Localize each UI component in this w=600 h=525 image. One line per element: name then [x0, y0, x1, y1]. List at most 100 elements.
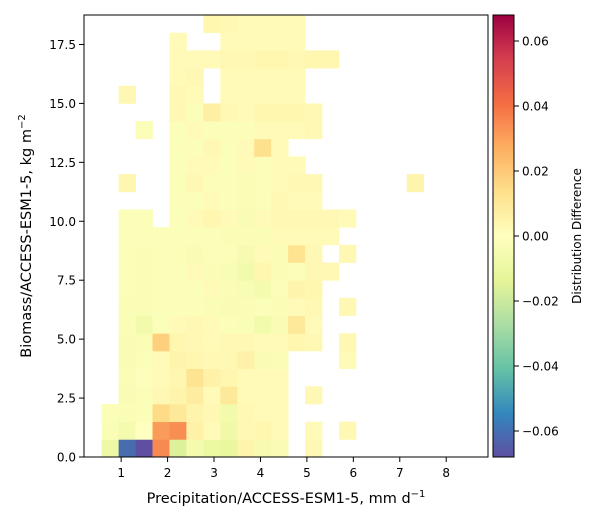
heatmap-cell: [288, 156, 306, 175]
heatmap-cell: [186, 315, 204, 334]
heatmap-cell: [186, 209, 204, 228]
heatmap-cell: [237, 280, 255, 299]
heatmap-cell: [220, 68, 238, 87]
heatmap-cell: [186, 85, 204, 104]
plot-frame: [83, 14, 489, 458]
heatmap-cell: [305, 121, 323, 140]
heatmap-cell: [288, 297, 306, 316]
heatmap-cell: [271, 227, 289, 246]
heatmap-cell: [271, 174, 289, 193]
heatmap-cell: [237, 368, 255, 387]
heatmap-cell: [271, 421, 289, 440]
heatmap-cell: [288, 121, 306, 140]
heatmap-cell: [203, 174, 221, 193]
x-tick-label: 6: [350, 466, 358, 480]
heatmap-cell: [203, 386, 221, 405]
heatmap-cell: [186, 244, 204, 263]
heatmap-cell: [271, 32, 289, 51]
heatmap-cell: [220, 386, 238, 405]
heatmap-cell: [203, 227, 221, 246]
heatmap-cell: [271, 262, 289, 281]
heatmap-cell: [271, 156, 289, 175]
heatmap-cell: [152, 297, 170, 316]
y-tick-label: 2.5: [57, 392, 76, 406]
heatmap-cell: [118, 209, 136, 228]
heatmap-cell: [254, 15, 272, 34]
heatmap-cell: [203, 191, 221, 210]
heatmap-cells: [101, 15, 425, 458]
heatmap-cell: [237, 244, 255, 263]
heatmap-cell: [305, 191, 323, 210]
heatmap-cell: [271, 68, 289, 87]
heatmap-cell: [288, 262, 306, 281]
heatmap-cell: [203, 50, 221, 69]
heatmap-cell: [118, 262, 136, 281]
y-axis-label: Biomass/ACCESS-ESM1-5, kg m−2: [17, 114, 35, 357]
heatmap-cell: [169, 439, 187, 458]
heatmap-cell: [254, 244, 272, 263]
heatmap-cell: [305, 315, 323, 334]
heatmap-cell: [118, 368, 136, 387]
heatmap-cell: [169, 103, 187, 122]
x-axis-label-exponent: −1: [411, 489, 426, 500]
heatmap-cell: [271, 280, 289, 299]
heatmap-cell: [169, 403, 187, 423]
heatmap-cell: [305, 333, 323, 352]
heatmap-cell: [254, 103, 272, 122]
heatmap-cell: [186, 156, 204, 175]
heatmap-cell: [203, 280, 221, 299]
heatmap-cell: [118, 386, 136, 405]
heatmap-cell: [220, 262, 238, 281]
heatmap-cell: [220, 15, 238, 34]
heatmap-cell: [169, 350, 187, 369]
heatmap-cell: [271, 333, 289, 352]
heatmap-cell: [186, 262, 204, 281]
heatmap-cell: [254, 333, 272, 352]
heatmap-cell: [118, 439, 136, 458]
heatmap-cell: [237, 262, 255, 281]
heatmap-cell: [118, 244, 136, 263]
heatmap-cell: [406, 174, 425, 193]
heatmap-cell: [220, 32, 238, 51]
heatmap-cell: [220, 439, 238, 458]
heatmap-cell: [220, 421, 238, 440]
heatmap-cell: [220, 280, 238, 299]
y-tick-label: 12.5: [49, 156, 76, 170]
x-tick-label: 3: [210, 466, 218, 480]
heatmap-cell: [271, 209, 289, 228]
heatmap-cell: [186, 174, 204, 193]
heatmap-cell: [305, 386, 323, 405]
heatmap-cell: [152, 227, 170, 246]
heatmap-cell: [288, 244, 306, 263]
heatmap-cell: [288, 15, 306, 34]
y-tick-label: 5.0: [57, 333, 76, 347]
heatmap-cell: [288, 191, 306, 210]
heatmap-cell: [271, 439, 289, 458]
heatmap-cell: [305, 103, 323, 122]
heatmap-cell: [118, 280, 136, 299]
heatmap-cell: [152, 403, 170, 423]
heatmap-cell: [254, 50, 272, 69]
heatmap-cell: [220, 156, 238, 175]
heatmap-cell: [220, 138, 238, 157]
heatmap-cell: [186, 121, 204, 140]
heatmap-cell: [169, 138, 187, 157]
heatmap-cell: [237, 68, 255, 87]
heatmap-cell: [305, 297, 323, 316]
heatmap-cell: [220, 191, 238, 210]
y-axis-ticks: 0.0 2.5 5.0 7.5 10.0 12.5 15.0 17.5: [49, 38, 84, 465]
heatmap-cell: [305, 50, 323, 69]
heatmap-cell: [135, 297, 153, 316]
heatmap-cell: [254, 32, 272, 51]
heatmap-cell: [203, 439, 221, 458]
heatmap-cell: [186, 439, 204, 458]
heatmap-cell: [254, 191, 272, 210]
heatmap-cell: [203, 350, 221, 369]
heatmap-cell: [203, 315, 221, 334]
heatmap-cell: [203, 121, 221, 140]
y-tick-label: 0.0: [57, 451, 76, 465]
heatmap-cell: [135, 333, 153, 352]
heatmap-cell: [135, 350, 153, 369]
heatmap-cell: [169, 68, 187, 87]
heatmap-cell: [288, 315, 306, 334]
